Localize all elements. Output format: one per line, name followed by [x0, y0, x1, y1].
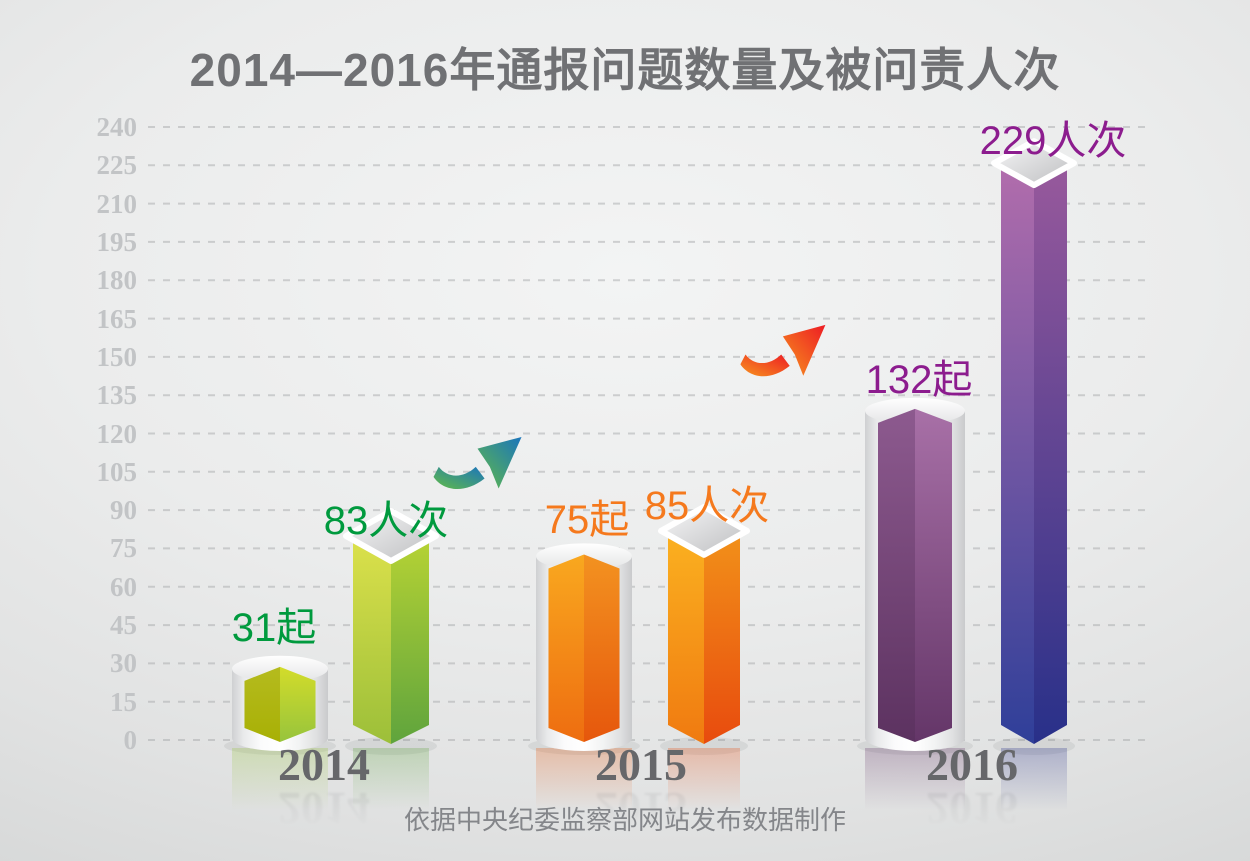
prism-top-diamond: [991, 138, 1077, 189]
y-tick-label: 165: [96, 304, 138, 334]
bar-reflection: [865, 748, 965, 810]
y-tick-label: 120: [96, 419, 138, 449]
growth-arrow-icon: [740, 324, 826, 377]
bar-prism-2014: [343, 508, 439, 810]
y-tick-label: 240: [96, 112, 138, 142]
bar-reflection: [353, 748, 429, 810]
bar-reflection: [1001, 748, 1067, 810]
y-tick-label: 90: [110, 495, 137, 525]
x-axis-label: 2016: [926, 739, 1018, 790]
y-tick-label: 15: [110, 687, 137, 717]
y-tick-label: 0: [123, 725, 138, 755]
bar-cake-2015: [528, 543, 640, 810]
y-tick-label: 225: [96, 150, 138, 180]
bar-value-label: 75起: [544, 498, 630, 542]
prism-top-diamond: [343, 508, 439, 564]
bar-value-label: 85人次: [644, 484, 770, 528]
x-axis-label: 2014: [278, 739, 370, 790]
y-tick-label: 105: [96, 457, 138, 487]
bar-reflection: [232, 748, 328, 810]
chart-title: 2014—2016年通报问题数量及被问责人次: [189, 44, 1061, 96]
y-tick-label: 45: [110, 610, 137, 640]
y-tick-label: 135: [96, 380, 138, 410]
bar-value-label: 132起: [865, 358, 973, 402]
y-tick-label: 60: [110, 572, 137, 602]
source-note: 依据中央纪委监察部网站发布数据制作: [403, 805, 846, 835]
prism-top-diamond: [658, 503, 750, 558]
bar-value-label: 229人次: [979, 119, 1127, 163]
y-tick-label: 150: [96, 342, 138, 372]
y-tick-label: 210: [96, 189, 138, 219]
bar-reflection: [536, 748, 632, 810]
bar-prism-2015: [658, 503, 750, 810]
y-tick-label: 30: [110, 648, 137, 678]
bar-value-label: 83人次: [323, 499, 449, 543]
y-tick-label: 195: [96, 227, 138, 257]
growth-arrow-icon: [433, 436, 522, 489]
bar-cake-2016: [857, 397, 973, 810]
bar-cake-2014: [224, 655, 336, 810]
bar-reflection: [668, 748, 740, 810]
y-tick-label: 180: [96, 265, 138, 295]
bar-value-label: 31起: [231, 606, 317, 650]
x-axis-label: 2015: [595, 739, 687, 790]
bar-prism-2016: [991, 138, 1077, 810]
y-tick-label: 75: [110, 533, 137, 563]
